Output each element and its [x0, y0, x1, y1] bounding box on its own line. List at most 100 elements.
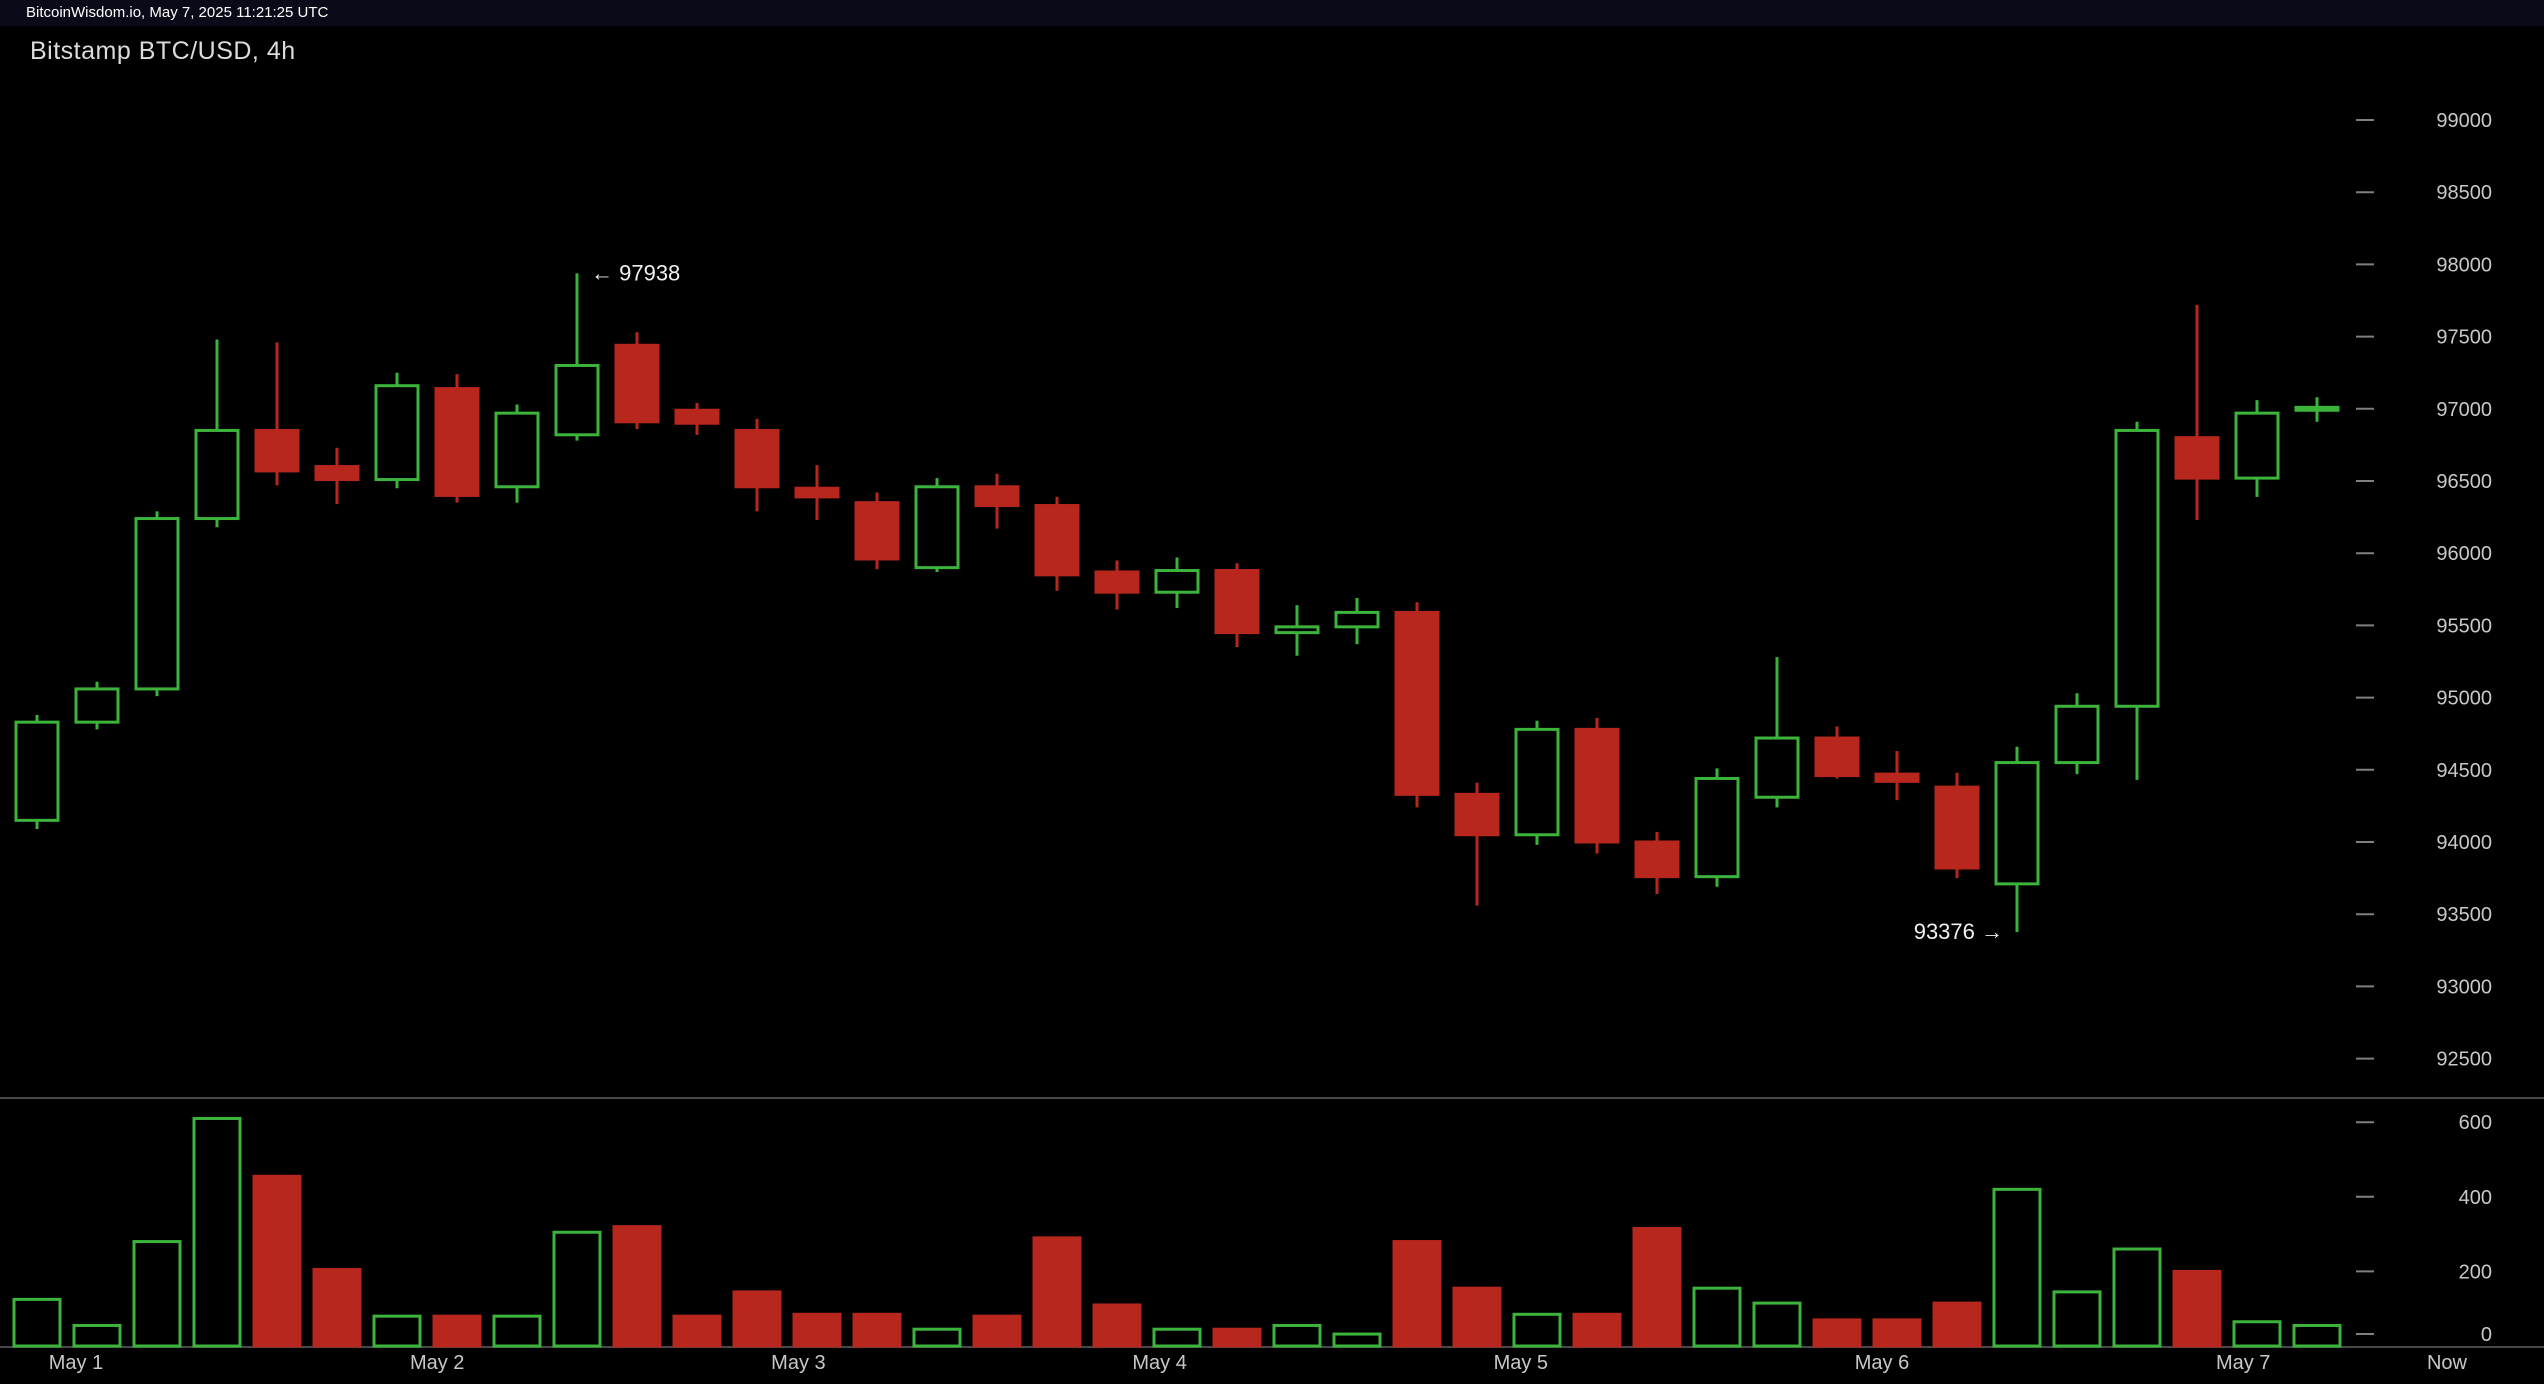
- price-tick-label: 95000: [2436, 688, 2492, 710]
- candle-body: [1274, 625, 1320, 635]
- top-status-bar: BitcoinWisdom.io, May 7, 2025 11:21:25 U…: [0, 0, 2544, 26]
- candle-body: [854, 501, 900, 561]
- candle-body: [434, 387, 480, 497]
- candle-body: [1034, 504, 1080, 577]
- candle-body: [194, 428, 240, 521]
- candle-body: [134, 517, 180, 691]
- candle-body: [674, 408, 720, 425]
- volume-bar: [1212, 1327, 1262, 1348]
- volume-bar: [72, 1323, 122, 1348]
- candle-body: [374, 384, 420, 482]
- candle-body: [794, 486, 840, 499]
- candle-body: [1694, 776, 1740, 879]
- volume-bar: [912, 1327, 962, 1348]
- volume-bar: [732, 1290, 782, 1348]
- volume-bar: [1692, 1286, 1742, 1348]
- volume-bar: [1932, 1301, 1982, 1348]
- price-tick-label: 98000: [2436, 254, 2492, 276]
- volume-bar: [1752, 1301, 1802, 1348]
- candle-body: [1574, 727, 1620, 844]
- volume-bar: [192, 1116, 242, 1348]
- volume-bar: [1572, 1312, 1622, 1348]
- candle-body: [1754, 736, 1800, 799]
- volume-bar: [972, 1314, 1022, 1348]
- volume-bar: [1332, 1332, 1382, 1348]
- volume-bar: [552, 1230, 602, 1348]
- date-label: May 5: [1494, 1352, 1548, 1374]
- price-tick-label: 93500: [2436, 904, 2492, 926]
- volume-bar: [792, 1312, 842, 1348]
- volume-bar: [12, 1297, 62, 1348]
- date-label: May 2: [410, 1352, 464, 1374]
- candle-body: [254, 428, 300, 473]
- candle-body: [1454, 792, 1500, 837]
- candle-body: [74, 687, 120, 724]
- candle-body: [1394, 610, 1440, 796]
- volume-bar: [492, 1314, 542, 1348]
- volume-bar: [2172, 1269, 2222, 1348]
- candle-body: [1634, 840, 1680, 879]
- price-tick-label: 96000: [2436, 543, 2492, 565]
- price-tick-label: 98500: [2436, 182, 2492, 204]
- volume-bar: [432, 1314, 482, 1348]
- date-label: May 1: [49, 1352, 103, 1374]
- volume-tick-label: 0: [2481, 1324, 2492, 1346]
- volume-tick-label: 400: [2459, 1187, 2492, 1209]
- candle-body: [1814, 736, 1860, 778]
- price-tick-label: 97500: [2436, 327, 2492, 349]
- volume-bar: [252, 1174, 302, 1348]
- candle-body: [494, 411, 540, 489]
- date-label: May 4: [1132, 1352, 1186, 1374]
- volume-bar: [2232, 1320, 2282, 1348]
- candle-body: [734, 428, 780, 489]
- volume-bar: [2292, 1323, 2342, 1348]
- candle-body: [2174, 436, 2220, 480]
- site-clock-label: BitcoinWisdom.io, May 7, 2025 11:21:25 U…: [26, 4, 329, 21]
- candle-body: [974, 485, 1020, 508]
- price-tick-label: 95500: [2436, 615, 2492, 637]
- volume-bar: [372, 1314, 422, 1348]
- candle-body: [1514, 727, 1560, 837]
- volume-bar: [1152, 1327, 1202, 1348]
- volume-bar: [1452, 1286, 1502, 1348]
- volume-bar: [1632, 1227, 1682, 1348]
- candle-body: [2114, 428, 2160, 708]
- volume-bar: [1272, 1323, 1322, 1348]
- price-tick-label: 94500: [2436, 760, 2492, 782]
- volume-bar: [132, 1240, 182, 1348]
- volume-bar: [1812, 1318, 1862, 1348]
- volume-bar: [1392, 1240, 1442, 1348]
- candle-body: [1874, 772, 1920, 783]
- price-tick-label: 93000: [2436, 976, 2492, 998]
- volume-bar: [1872, 1318, 1922, 1348]
- date-label: May 7: [2216, 1352, 2270, 1374]
- candle-body: [1154, 569, 1200, 594]
- page-title: Bitstamp BTC/USD, 4h: [30, 37, 296, 65]
- price-tick-label: 92500: [2436, 1049, 2492, 1071]
- candle-body: [554, 363, 600, 437]
- candle-body: [314, 465, 360, 482]
- candle-body: [1994, 761, 2040, 886]
- volume-bar: [2112, 1247, 2162, 1348]
- candle-body: [2234, 411, 2280, 480]
- volume-bar: [2052, 1290, 2102, 1348]
- volume-tick-label: 600: [2459, 1112, 2492, 1134]
- candle-body: [1214, 569, 1260, 635]
- volume-bar: [612, 1225, 662, 1348]
- volume-bar: [852, 1312, 902, 1348]
- price-tick-label: 94000: [2436, 832, 2492, 854]
- volume-bar: [1992, 1187, 2042, 1348]
- candle-body: [1094, 570, 1140, 594]
- candle-body: [14, 720, 60, 822]
- volume-bar: [672, 1314, 722, 1348]
- candle-body: [2054, 704, 2100, 765]
- price-tick-label: 96500: [2436, 471, 2492, 493]
- volume-bar: [1092, 1303, 1142, 1348]
- date-label: May 6: [1855, 1352, 1909, 1374]
- price-tick-label: 97000: [2436, 399, 2492, 421]
- volume-tick-label: 200: [2459, 1261, 2492, 1283]
- candle-body: [1334, 610, 1380, 629]
- volume-bar: [312, 1268, 362, 1348]
- volume-bar: [1032, 1236, 1082, 1348]
